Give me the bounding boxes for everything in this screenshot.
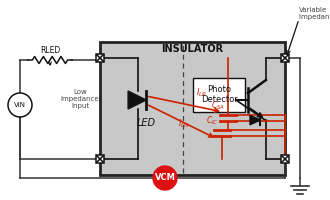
Circle shape: [8, 93, 32, 117]
Text: Photo: Photo: [207, 86, 231, 95]
Text: Impedance Output: Impedance Output: [299, 14, 330, 20]
Bar: [193, 78, 245, 112]
Text: Impedance: Impedance: [61, 96, 99, 102]
Text: $C_{SA}$: $C_{SA}$: [211, 99, 225, 112]
Text: LED: LED: [137, 118, 155, 128]
Circle shape: [153, 166, 177, 190]
Text: RLED: RLED: [40, 46, 60, 55]
Text: $C_{IC}$: $C_{IC}$: [206, 114, 219, 127]
Text: INSULATOR: INSULATOR: [161, 44, 223, 54]
Polygon shape: [128, 91, 146, 109]
Polygon shape: [250, 115, 260, 125]
Bar: [96, 155, 104, 163]
Text: VCM: VCM: [154, 173, 176, 182]
Text: Input: Input: [71, 103, 89, 109]
Text: Variable: Variable: [299, 7, 327, 13]
Text: Low: Low: [73, 89, 87, 95]
Text: VIN: VIN: [14, 102, 26, 108]
Bar: [96, 54, 104, 62]
Text: $I_{LP}$: $I_{LP}$: [196, 87, 207, 99]
Bar: [281, 54, 289, 62]
Bar: [281, 155, 289, 163]
Bar: [100, 42, 285, 175]
Text: $I_{LN}$: $I_{LN}$: [178, 118, 190, 130]
Text: Detector: Detector: [201, 96, 237, 104]
